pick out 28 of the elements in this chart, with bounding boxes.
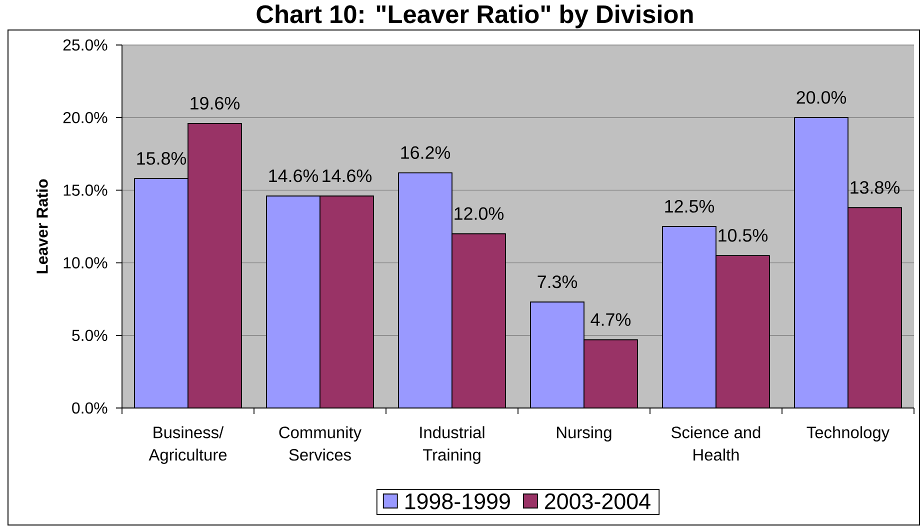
data-label: 12.0% (454, 207, 504, 220)
data-label: 12.5% (665, 200, 714, 213)
y-axis-title: Leaver Ratio (36, 179, 48, 274)
data-label: 4.7% (590, 313, 631, 326)
data-label: 13.8% (850, 181, 900, 194)
legend-label: 1998-1999 (406, 493, 510, 510)
y-tick-label: 15.0% (64, 184, 108, 196)
data-label: 7.3% (538, 275, 578, 288)
legend-label: 2003-2004 (545, 493, 650, 510)
data-label: 16.2% (401, 146, 450, 159)
data-label: 15.8% (137, 152, 186, 165)
chart-title: Chart 10: "Leaver Ratio" by Division (256, 4, 693, 28)
y-tick-label: 10.0% (64, 257, 108, 268)
x-tick-label: Community Services (279, 426, 362, 461)
x-tick-label: Industrial Training (420, 426, 484, 464)
x-tick-label: Technology (806, 426, 890, 442)
y-tick-label: 5.0% (72, 330, 108, 342)
x-tick-label: Science and Health (672, 426, 760, 461)
y-tick-label: 25.0% (63, 39, 108, 51)
data-label: 10.5% (718, 229, 768, 242)
x-tick-label: Nursing (557, 426, 612, 442)
y-tick-label: 0.0% (72, 402, 108, 414)
data-label: 19.6% (190, 96, 240, 110)
data-label: 20.0% (796, 91, 846, 104)
y-tick-label: 20.0% (63, 112, 108, 124)
data-label: 14.6% (322, 169, 372, 182)
data-label: 14.6% (269, 169, 318, 182)
x-tick-label: Business/ Agriculture (148, 426, 227, 464)
